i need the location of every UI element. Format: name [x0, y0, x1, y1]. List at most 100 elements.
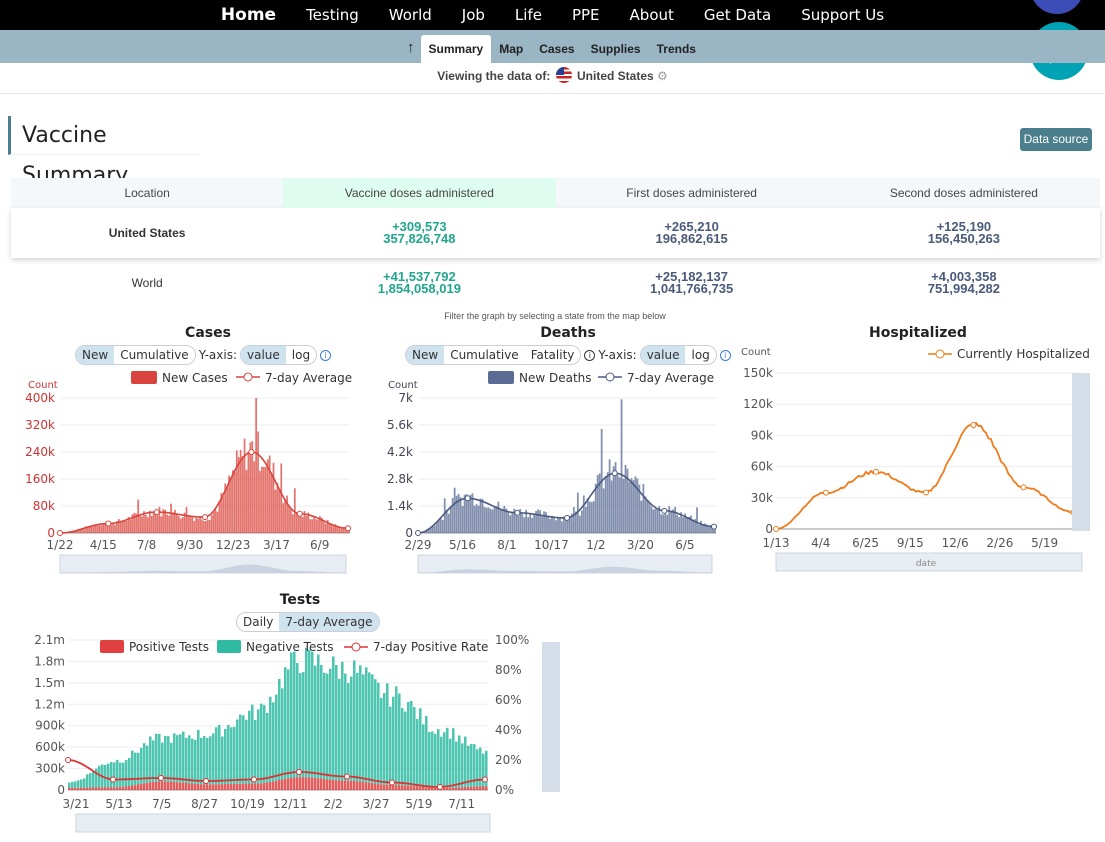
legend-swatch-bars: [488, 371, 514, 384]
deaths-fatality-button[interactable]: Fatality: [530, 348, 575, 362]
x-tick-label: 5/19: [405, 797, 432, 811]
negative-bar: [164, 735, 167, 782]
legend-swatch-negative: [217, 640, 241, 653]
deaths-log-button[interactable]: log: [691, 348, 710, 362]
bar: [295, 512, 298, 533]
tests-daily-button[interactable]: Daily: [243, 615, 274, 629]
nav-item-testing[interactable]: Testing: [306, 6, 359, 24]
negative-bar: [374, 679, 377, 784]
tab-cases[interactable]: Cases: [539, 42, 575, 56]
cases-value-button[interactable]: value: [241, 346, 286, 364]
positive-bar: [182, 782, 185, 790]
x-tick-label: 3/17: [263, 538, 290, 552]
positive-bar: [212, 784, 215, 790]
deaths-cumulative-button[interactable]: Cumulative: [450, 348, 519, 362]
table-row[interactable]: World +41,537,792 1,854,058,019 +25,182,1…: [11, 258, 1100, 308]
header-first-doses[interactable]: First doses administered: [626, 186, 757, 200]
cases-log-button[interactable]: log: [291, 348, 311, 362]
bar: [203, 521, 205, 533]
positive-bar: [380, 784, 383, 790]
viewing-country[interactable]: United States: [577, 69, 654, 83]
bar: [437, 519, 440, 533]
bar: [172, 512, 174, 533]
nav-item-world[interactable]: World: [388, 6, 432, 24]
tab-supplies[interactable]: Supplies: [590, 42, 641, 56]
deaths-new-button[interactable]: New: [406, 346, 445, 364]
cases-new-button[interactable]: New: [76, 346, 115, 364]
nav-item-job[interactable]: Job: [461, 6, 485, 24]
arrow-up-icon[interactable]: ↑: [407, 39, 415, 56]
header-location[interactable]: Location: [124, 186, 170, 200]
negative-bar: [404, 711, 407, 786]
bar: [216, 511, 219, 533]
negative-bar: [326, 673, 329, 780]
x-tick-label: 9/30: [176, 538, 203, 552]
negative-bar: [71, 781, 74, 788]
cases-chart: Count 0 80k 160k 240k 320k 400k 1/22 4/15 7/8 9/30…: [25, 371, 352, 574]
bar: [582, 495, 585, 533]
bar: [551, 515, 553, 533]
negative-bar: [362, 674, 365, 782]
bar: [228, 475, 230, 533]
negative-bar: [359, 665, 362, 782]
bar: [241, 456, 244, 533]
bar: [232, 470, 234, 533]
bar: [656, 509, 659, 533]
bar: [570, 513, 573, 533]
nav-item-get-data[interactable]: Get Data: [703, 6, 772, 24]
tab-trends[interactable]: Trends: [656, 42, 696, 56]
bar: [214, 509, 217, 533]
positive-bar: [347, 780, 350, 790]
legend-label: Positive Tests: [129, 640, 209, 654]
negative-bar: [371, 674, 374, 784]
nav-item-home[interactable]: Home: [220, 5, 277, 25]
bar: [92, 525, 95, 533]
doses-total: 357,826,748: [383, 231, 456, 246]
positive-bar: [362, 781, 365, 790]
tab-summary[interactable]: Summary: [420, 35, 492, 63]
data-source-button[interactable]: Data source: [1020, 128, 1092, 151]
nav-item-ppe[interactable]: PPE: [571, 6, 600, 24]
tab-map[interactable]: Map: [499, 42, 524, 56]
positive-bar: [71, 787, 74, 790]
bar: [147, 517, 149, 533]
bar: [123, 520, 126, 533]
bar: [483, 506, 486, 533]
negative-bar: [368, 672, 371, 783]
nav-item-support-us[interactable]: Support Us: [801, 6, 885, 24]
cases-info-icon[interactable]: i: [320, 349, 332, 361]
positive-bar: [449, 787, 452, 790]
bar: [433, 525, 436, 533]
bar: [191, 516, 194, 533]
nav-item-life[interactable]: Life: [514, 6, 542, 24]
nav-item-about[interactable]: About: [629, 6, 674, 24]
negative-bar: [218, 724, 221, 785]
table-row[interactable]: United States +309,573 357,826,748 +265,2…: [11, 208, 1100, 258]
tests-average-button[interactable]: 7-day Average: [279, 613, 379, 631]
bar: [245, 469, 248, 533]
positive-bar: [197, 783, 200, 790]
header-second-doses[interactable]: Second doses administered: [889, 186, 1038, 200]
deaths-info-icon[interactable]: i: [719, 349, 731, 361]
legend-label: New Cases: [162, 371, 228, 385]
negative-bar: [179, 734, 182, 783]
bar: [646, 500, 649, 533]
avg-point: [57, 530, 63, 536]
header-doses[interactable]: Vaccine doses administered: [283, 178, 556, 208]
positive-bar: [239, 783, 242, 790]
bar: [608, 459, 611, 533]
deaths-value-button[interactable]: value: [640, 346, 686, 364]
x-tick-label: 5/13: [105, 797, 132, 811]
cases-controls: New Cumulative Y-axis: value log i: [75, 345, 334, 365]
fatality-info-icon[interactable]: i: [584, 349, 596, 361]
rate-point: [251, 776, 257, 783]
bar: [179, 518, 182, 533]
negative-bar: [413, 707, 416, 787]
negative-bar: [143, 743, 146, 784]
legend-swatch-bars: [131, 371, 157, 384]
bar: [197, 518, 200, 533]
cases-cumulative-button[interactable]: Cumulative: [120, 348, 189, 362]
bar: [547, 516, 549, 533]
bar: [441, 519, 444, 533]
gear-icon[interactable]: ⚙: [657, 69, 668, 83]
